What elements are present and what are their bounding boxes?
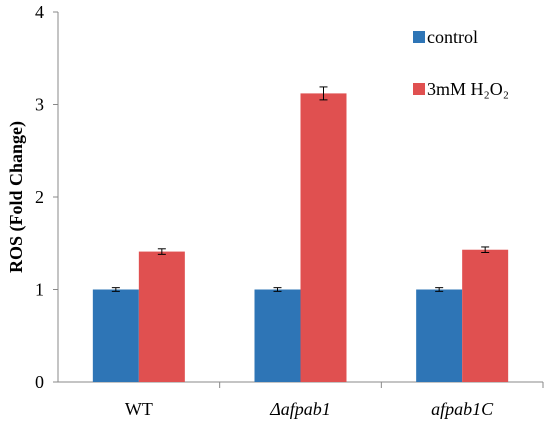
y-tick-label: 1 bbox=[35, 280, 44, 300]
y-tick-label: 2 bbox=[35, 187, 44, 207]
legend: control 3mM H₂O₂ bbox=[413, 27, 509, 99]
bar-h2o2 bbox=[138, 251, 185, 382]
x-tick-label: Δafpab1 bbox=[269, 399, 331, 419]
error-bars bbox=[111, 86, 490, 292]
bar-control bbox=[92, 289, 139, 382]
legend-swatch bbox=[413, 83, 425, 95]
legend-label: 3mM H₂O₂ bbox=[427, 79, 509, 99]
bar-control bbox=[416, 289, 463, 382]
bar-h2o2 bbox=[462, 249, 509, 382]
x-tick-labels: WT Δafpab1 afpab1C bbox=[125, 399, 494, 419]
legend-swatch bbox=[413, 31, 425, 43]
y-tick-labels: 0 1 2 3 4 bbox=[35, 2, 44, 392]
legend-label: control bbox=[427, 27, 478, 47]
y-axis-label: ROS (Fold Change) bbox=[6, 121, 27, 273]
bars bbox=[92, 93, 509, 383]
x-tick-label: afpab1C bbox=[431, 399, 494, 419]
y-tick-label: 3 bbox=[35, 95, 44, 115]
x-tick-label: WT bbox=[125, 399, 153, 419]
y-tick-label: 0 bbox=[35, 372, 44, 392]
bar-control bbox=[254, 289, 301, 382]
y-tick-label: 4 bbox=[35, 2, 44, 22]
bar-h2o2 bbox=[300, 93, 347, 383]
